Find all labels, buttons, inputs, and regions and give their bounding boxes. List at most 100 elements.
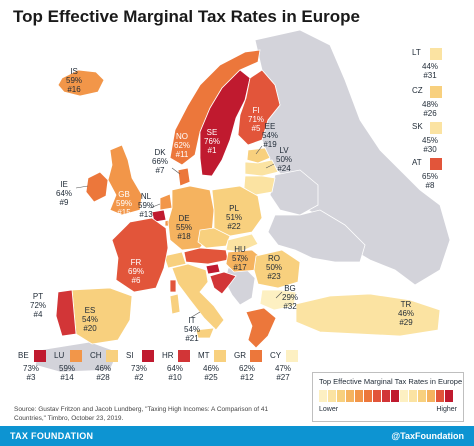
swatch-code: BE	[18, 351, 29, 360]
legend-step	[337, 390, 345, 402]
finland-rate: 71%	[248, 115, 265, 124]
map-title: Top Effective Marginal Tax Rates in Euro…	[13, 7, 360, 26]
swatch-code: MT	[198, 351, 210, 360]
swatch-values: 48% #26	[422, 100, 438, 118]
swatch-rank: #3	[26, 373, 36, 382]
country-france	[111, 217, 169, 293]
romania-code: RO	[268, 254, 280, 263]
label-romania: RO 50% #23	[266, 254, 282, 281]
legend-step	[436, 390, 444, 402]
swatch-rate: 73%	[23, 364, 40, 373]
country-norway	[169, 49, 261, 166]
swatch-rate: 65%	[422, 172, 439, 181]
swatch-values: 62% #12	[239, 364, 255, 382]
swatch-rate: 48%	[422, 100, 439, 109]
swatch-rank: #12	[240, 373, 254, 382]
denmark-rank: #7	[155, 166, 165, 175]
sweden-code: SE	[206, 128, 218, 137]
norway-code: NO	[176, 132, 188, 141]
leader-lv	[265, 163, 275, 169]
finland-code: FI	[252, 106, 260, 115]
ireland-code: IE	[60, 180, 68, 189]
spain-code: ES	[84, 306, 96, 315]
swatch-color	[286, 350, 298, 362]
country-denmark	[177, 167, 191, 187]
country-croatia	[209, 271, 237, 295]
country-uk	[107, 144, 143, 216]
swatch-rank: #28	[96, 373, 110, 382]
estonia-rank: #19	[263, 140, 277, 149]
swatch-color	[214, 350, 226, 362]
country-ireland	[85, 171, 109, 203]
legend-step	[373, 390, 381, 402]
swatch-rate: 62%	[239, 364, 256, 373]
label-finland: FI 71% #5	[248, 106, 264, 133]
swatch-code: LT	[412, 48, 421, 57]
germany-rate: 55%	[176, 223, 193, 232]
label-france: FR 69% #6	[128, 258, 144, 285]
country-bulgaria	[259, 289, 297, 311]
romania-rate: 50%	[266, 263, 283, 272]
turkey-code: TR	[400, 300, 412, 309]
swatch-values: 73% #2	[131, 364, 147, 382]
swatch-code: SK	[412, 122, 423, 131]
spain-rank: #20	[83, 324, 97, 333]
legend-step	[418, 390, 426, 402]
swatch-color	[142, 350, 154, 362]
region-belarus	[269, 169, 319, 216]
norway-rate: 62%	[174, 141, 191, 150]
label-uk: GB 59% #15	[116, 190, 132, 217]
country-poland	[211, 185, 263, 237]
italy-code: IT	[188, 316, 196, 325]
country-switzerland	[163, 251, 187, 269]
swatch-color	[70, 350, 82, 362]
legend-step	[382, 390, 390, 402]
legend-step	[328, 390, 336, 402]
turkey-rank: #29	[399, 318, 413, 327]
swatch-code: CZ	[412, 86, 423, 95]
latvia-rate: 50%	[276, 155, 293, 164]
swatch-rank: #14	[60, 373, 74, 382]
swatch-values: 64% #10	[167, 364, 183, 382]
estonia-rate: 54%	[262, 131, 279, 140]
turkey-rate: 46%	[398, 309, 415, 318]
legend-scale	[319, 390, 453, 402]
island-sicily	[195, 327, 215, 339]
country-slovenia	[205, 263, 221, 275]
iceland-code: IS	[70, 67, 78, 76]
label-iceland: IS 59% #16	[66, 67, 82, 94]
swatch-code: LU	[54, 351, 65, 360]
swatch-code: SI	[126, 351, 134, 360]
label-latvia: LV 50% #24	[276, 146, 292, 173]
swatch-rate: 45%	[422, 136, 439, 145]
france-code: FR	[130, 258, 142, 267]
legend-low-label: Lower	[319, 406, 339, 413]
country-italy	[171, 263, 225, 331]
swatch-rank: #26	[423, 109, 437, 118]
label-spain: ES 54% #20	[82, 306, 98, 333]
swatch-rate: 46%	[203, 364, 220, 373]
footer-handle[interactable]: @TaxFoundation	[391, 431, 464, 441]
label-portugal: PT 72% #4	[30, 292, 46, 319]
poland-code: PL	[229, 204, 239, 213]
swatch-rate: 73%	[131, 364, 148, 373]
legend-step	[400, 390, 408, 402]
legend-step	[409, 390, 417, 402]
leader-dk	[171, 167, 181, 175]
leader-ee	[255, 145, 263, 155]
latvia-rank: #24	[277, 164, 291, 173]
swatch-rate: 44%	[422, 62, 439, 71]
legend-step	[364, 390, 372, 402]
estonia-code: EE	[264, 122, 276, 131]
bulgaria-rank: #32	[283, 302, 297, 311]
country-turkey	[295, 293, 441, 337]
legend-step	[427, 390, 435, 402]
country-finland	[237, 69, 281, 146]
label-ireland: IE 64% #9	[56, 180, 72, 207]
ireland-rank: #9	[59, 198, 69, 207]
country-austria	[183, 247, 229, 265]
swatch-rate: 47%	[275, 364, 292, 373]
swatch-values: 59% #14	[59, 364, 75, 382]
label-netherlands: NL 59% #13	[138, 192, 154, 219]
